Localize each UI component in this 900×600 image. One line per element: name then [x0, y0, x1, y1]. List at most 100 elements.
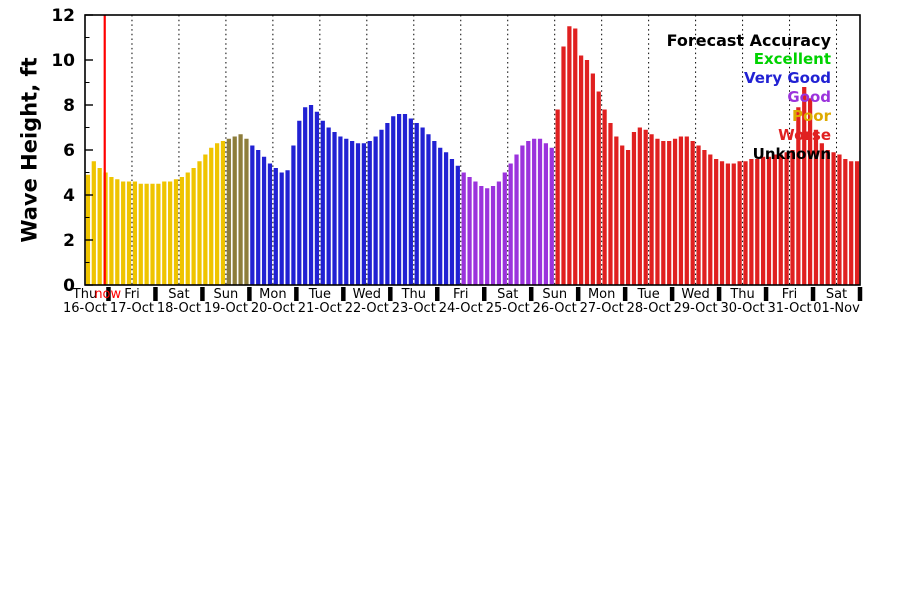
- wave-bar: [637, 127, 642, 285]
- wave-bar: [708, 154, 713, 285]
- y-tick-label: 10: [51, 51, 75, 71]
- x-tick-date-label: 29-Oct: [674, 301, 718, 316]
- x-tick-date-label: 17-Oct: [110, 301, 154, 316]
- wave-bar: [467, 177, 472, 285]
- wave-bar: [85, 174, 91, 285]
- wave-bar: [438, 147, 443, 285]
- legend-title: Forecast Accuracy: [666, 31, 831, 50]
- y-tick-label: 0: [63, 276, 75, 296]
- y-tick-label: 8: [63, 96, 75, 116]
- wave-bar: [267, 163, 273, 285]
- wave-bar: [719, 161, 725, 285]
- wave-bar: [367, 141, 372, 285]
- wave-bar: [602, 109, 607, 285]
- wave-bar: [455, 165, 460, 285]
- wave-bar: [121, 181, 126, 285]
- wave-bar: [314, 111, 320, 285]
- wave-bar: [579, 55, 584, 285]
- x-tick-date-label: 27-Oct: [580, 301, 624, 316]
- wave-bar: [649, 134, 654, 285]
- x-tick-day-label: Tue: [637, 287, 660, 302]
- wave-bar: [232, 136, 237, 285]
- x-tick-date-label: 16-Oct: [63, 301, 107, 316]
- wave-bar: [473, 181, 478, 285]
- wave-bar: [273, 168, 278, 285]
- y-tick-label: 2: [63, 231, 75, 251]
- x-tick-day-label: Sun: [542, 287, 567, 302]
- wave-bar: [684, 136, 689, 285]
- wave-bar: [849, 161, 854, 285]
- wave-bar: [796, 107, 801, 285]
- wave-bars: [85, 26, 860, 285]
- wave-bar: [156, 183, 161, 285]
- wave-bar: [678, 136, 684, 285]
- wave-bar: [361, 143, 366, 285]
- wave-bar: [714, 159, 719, 285]
- wave-bar: [772, 154, 777, 285]
- wave-bar: [91, 161, 96, 285]
- x-tick-date-label: 30-Oct: [721, 301, 765, 316]
- wave-bar: [843, 159, 848, 285]
- wave-bar: [432, 141, 437, 285]
- wave-bar: [402, 114, 408, 285]
- wave-bar: [672, 138, 678, 285]
- wave-bar: [408, 118, 413, 285]
- wave-bar: [162, 181, 167, 285]
- wave-bar: [385, 123, 390, 285]
- x-tick-date-label: 22-Oct: [345, 301, 389, 316]
- wave-bar: [584, 60, 590, 285]
- x-tick-day-label: Sat: [497, 287, 518, 302]
- legend-item-unknown: Unknown: [752, 145, 831, 163]
- wave-bar: [214, 143, 220, 285]
- wave-bar: [261, 156, 267, 285]
- legend-item-very-good: Very Good: [743, 69, 831, 87]
- wave-bar: [590, 73, 595, 285]
- x-tick-day-label: Thu: [401, 287, 426, 302]
- x-tick-day-label: Sat: [168, 287, 189, 302]
- wave-bar: [614, 136, 619, 285]
- wave-bar: [326, 127, 331, 285]
- wave-bar: [350, 141, 355, 285]
- wave-bar: [625, 150, 631, 285]
- wave-bar: [115, 179, 120, 285]
- wave-bar: [549, 147, 554, 285]
- x-tick-date-label: 21-Oct: [298, 301, 342, 316]
- wave-bar: [203, 154, 208, 285]
- now-label: now: [94, 287, 121, 302]
- wave-bar: [661, 141, 666, 285]
- wave-bar: [696, 145, 701, 285]
- wave-bar: [396, 114, 402, 285]
- wave-bar: [819, 143, 824, 285]
- x-tick-day-label: Mon: [259, 287, 286, 302]
- x-tick-day-label: Mon: [588, 287, 615, 302]
- wave-bar: [126, 181, 132, 285]
- wave-bar: [737, 161, 742, 285]
- wave-bar: [320, 120, 325, 285]
- legend-item-excellent: Excellent: [753, 50, 831, 68]
- x-tick-date-label: 18-Oct: [157, 301, 201, 316]
- wave-bar: [168, 181, 173, 285]
- wave-bar: [191, 168, 196, 285]
- wave-bar: [790, 150, 795, 285]
- wave-bar: [197, 161, 202, 285]
- wave-bar: [731, 163, 736, 285]
- x-tick-date-label: 23-Oct: [392, 301, 436, 316]
- wave-bar: [479, 186, 484, 285]
- wave-bar: [537, 138, 543, 285]
- chart-canvas: 024681012Thu16-OctFri17-OctSat18-OctSun1…: [51, 6, 863, 316]
- y-axis: 0 2 4 6 8 10 12: [51, 6, 93, 296]
- x-tick-day-label: Thu: [72, 287, 97, 302]
- x-axis-labels: Thu16-OctFri17-OctSat18-OctSun19-OctMon2…: [63, 287, 860, 316]
- wave-bar: [631, 132, 637, 285]
- wave-bar: [490, 186, 496, 285]
- wave-bar: [784, 152, 789, 285]
- wave-bar: [109, 177, 114, 285]
- x-tick-day-label: Fri: [124, 287, 140, 302]
- wave-bar: [209, 147, 214, 285]
- wave-bar: [279, 172, 284, 285]
- wave-bar: [725, 163, 731, 285]
- wave-bar: [303, 107, 308, 285]
- forecast-accuracy-legend: Forecast Accuracy Excellent Very Good Go…: [667, 31, 831, 164]
- y-tick-label: 6: [63, 141, 75, 161]
- wave-bar: [485, 188, 490, 285]
